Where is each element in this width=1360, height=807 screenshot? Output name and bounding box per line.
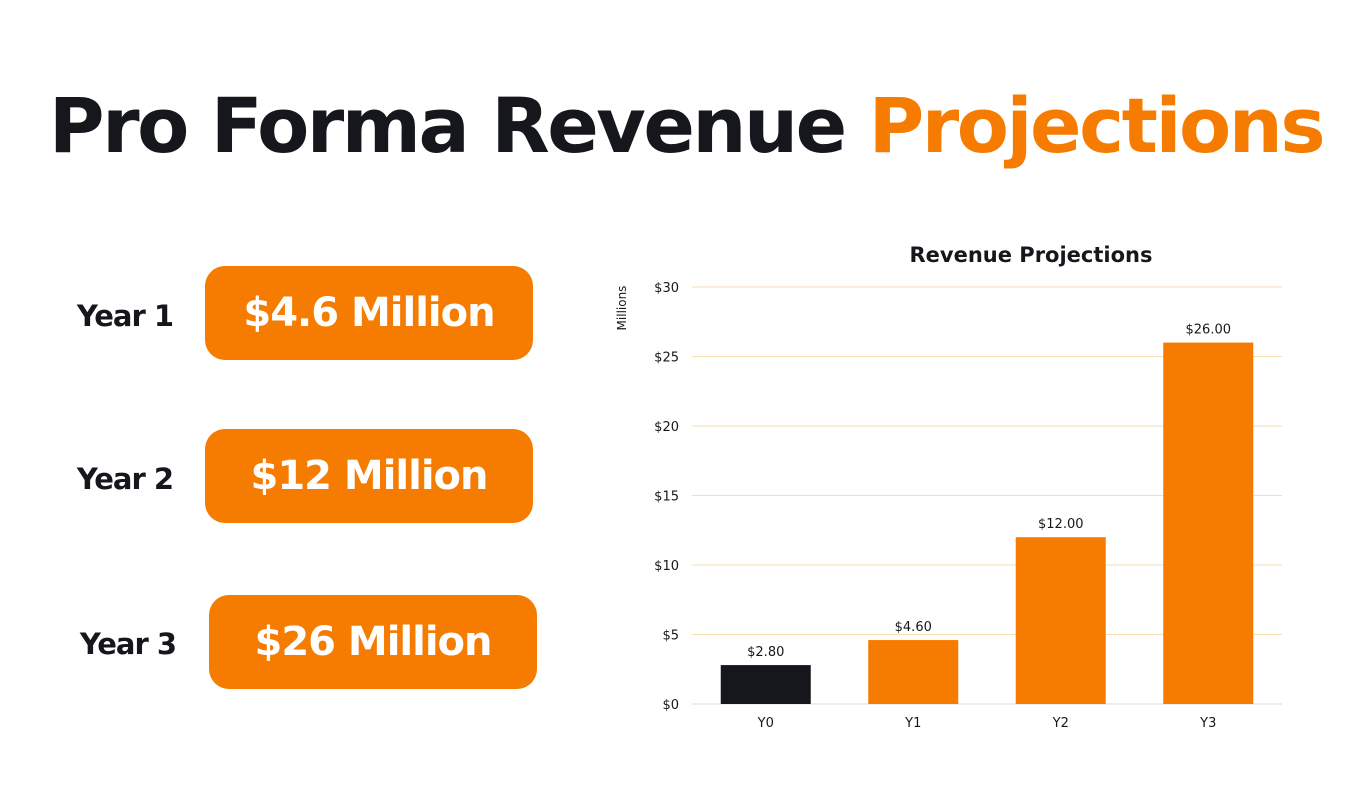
y-axis-label: Millions: [615, 286, 629, 331]
title-main: Pro Forma Revenue: [48, 81, 847, 170]
y-tick-label: $10: [654, 559, 679, 574]
page-title: Pro Forma Revenue Projections: [0, 78, 1360, 174]
year-2-label: Year 2: [76, 462, 174, 496]
year-2-value-card: $12 Million: [205, 429, 533, 523]
title-accent: Projections: [868, 81, 1326, 170]
year-1-label: Year 1: [76, 299, 174, 333]
data-label-y0: $2.80: [747, 645, 784, 660]
data-label-y1: $4.60: [895, 620, 932, 635]
bar-y1: [868, 640, 959, 704]
data-label-y2: $12.00: [1038, 517, 1084, 532]
y-tick-label: $15: [654, 490, 679, 505]
y-tick-label: $25: [654, 351, 679, 366]
data-label-y3: $26.00: [1186, 323, 1232, 338]
x-tick-label: Y3: [1199, 716, 1216, 731]
bar-y0: [720, 665, 811, 704]
y-tick-label: $30: [654, 281, 679, 296]
y-tick-label: $0: [662, 698, 679, 713]
x-tick-label: Y1: [904, 716, 921, 731]
year-3-label: Year 3: [79, 627, 177, 661]
y-tick-label: $20: [654, 420, 679, 435]
bar-y2: [1015, 537, 1106, 704]
year-1-value-card: $4.6 Million: [205, 266, 533, 360]
y-tick-label: $5: [662, 629, 679, 644]
bar-y3: [1163, 342, 1254, 704]
x-tick-label: Y0: [757, 716, 774, 731]
x-tick-label: Y2: [1052, 716, 1069, 731]
year-3-value-card: $26 Million: [209, 595, 537, 689]
chart-title: Revenue Projections: [910, 243, 1153, 267]
